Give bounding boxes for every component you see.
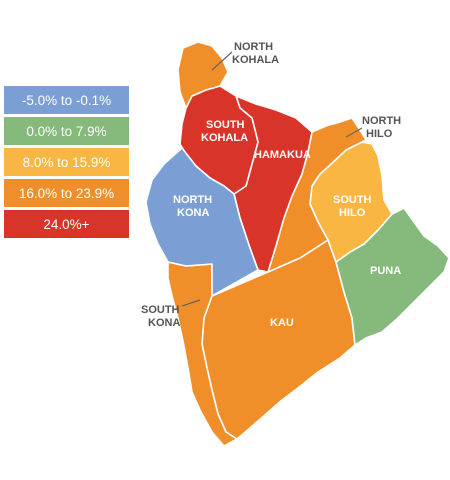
label-south-kohala-line1: SOUTH xyxy=(206,119,245,131)
label-hamakua: HAMAKUA xyxy=(254,149,311,161)
legend-item-range-4: 16.0% to 23.9% xyxy=(4,179,129,207)
label-kau: KAU xyxy=(270,317,294,329)
legend-item-range-3: 8.0% to 15.9% xyxy=(4,148,129,176)
label-north-hilo-line2: HILO xyxy=(366,128,393,140)
north-kohala-leader-line xyxy=(211,51,233,71)
district-north-kona xyxy=(145,147,259,297)
district-south-kona xyxy=(167,261,238,447)
label-north-hilo-line1: NORTH xyxy=(362,115,401,127)
north-hilo-leader-line xyxy=(345,127,363,138)
legend-item-range-2: 0.0% to 7.9% xyxy=(4,117,129,145)
label-north-kona-line1: NORTH xyxy=(173,194,212,206)
label-south-hilo-line1: SOUTH xyxy=(333,194,372,206)
label-north-kohala-line1: NORTH xyxy=(234,41,273,53)
label-puna: PUNA xyxy=(370,265,401,277)
label-north-kohala-line2: KOHALA xyxy=(232,54,279,66)
legend-item-range-5: 24.0%+ xyxy=(4,210,129,238)
district-north-kohala xyxy=(177,41,229,109)
label-south-hilo-line2: HILO xyxy=(339,207,366,219)
district-south-kohala xyxy=(179,85,259,195)
label-north-kona-line2: KONA xyxy=(177,207,209,219)
legend: -5.0% to -0.1% 0.0% to 7.9% 8.0% to 15.9… xyxy=(4,86,129,241)
label-south-kohala-line2: KOHALA xyxy=(201,132,248,144)
south-kona-leader-line xyxy=(181,299,201,307)
legend-item-range-1: -5.0% to -0.1% xyxy=(4,86,129,114)
label-south-kona-line2: KONA xyxy=(148,317,180,329)
label-south-kona-line1: SOUTH xyxy=(141,304,180,316)
